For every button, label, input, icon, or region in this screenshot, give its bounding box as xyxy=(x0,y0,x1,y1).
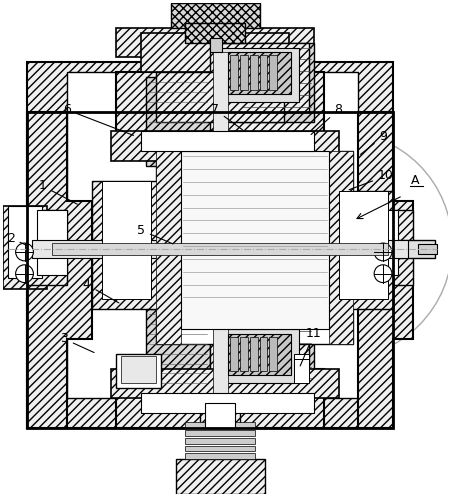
Bar xyxy=(220,329,299,383)
Text: 1: 1 xyxy=(38,179,78,204)
Circle shape xyxy=(374,243,392,261)
Bar xyxy=(28,62,393,428)
Bar xyxy=(156,151,180,344)
Polygon shape xyxy=(28,112,92,428)
Bar xyxy=(250,55,258,90)
Bar xyxy=(28,112,393,428)
Bar xyxy=(28,210,67,285)
Bar xyxy=(334,191,393,309)
Bar xyxy=(37,210,67,275)
Bar xyxy=(8,206,42,278)
Bar xyxy=(141,33,289,72)
Bar xyxy=(398,240,435,258)
Bar xyxy=(116,72,324,136)
Circle shape xyxy=(374,265,392,283)
Text: A: A xyxy=(411,174,420,187)
Bar xyxy=(32,240,408,258)
Bar xyxy=(210,324,309,393)
Text: 4: 4 xyxy=(83,278,119,303)
Bar xyxy=(146,77,210,166)
Bar xyxy=(92,181,161,309)
Bar xyxy=(228,53,291,94)
Text: 9: 9 xyxy=(360,130,387,155)
Bar xyxy=(269,337,277,371)
Bar xyxy=(260,55,267,90)
Bar xyxy=(240,55,248,90)
Bar xyxy=(141,132,314,151)
Bar xyxy=(52,243,388,255)
Bar xyxy=(220,48,299,102)
Text: 6: 6 xyxy=(63,103,133,135)
Polygon shape xyxy=(359,112,413,428)
Bar xyxy=(185,453,255,459)
Bar xyxy=(418,244,437,254)
Bar xyxy=(116,354,161,388)
Bar xyxy=(185,445,255,451)
Bar xyxy=(111,132,339,161)
Bar xyxy=(260,337,267,371)
Bar xyxy=(67,72,359,398)
Circle shape xyxy=(225,132,451,359)
Bar xyxy=(185,23,245,43)
Bar xyxy=(185,438,255,443)
Bar xyxy=(213,53,228,428)
Bar xyxy=(230,337,238,371)
Bar xyxy=(175,459,265,494)
Bar xyxy=(210,38,222,53)
Text: 2: 2 xyxy=(7,232,28,246)
Text: 3: 3 xyxy=(60,332,94,352)
Bar xyxy=(230,55,238,90)
Bar xyxy=(156,72,284,122)
Bar xyxy=(269,55,277,90)
Bar xyxy=(240,43,314,122)
Bar xyxy=(116,28,314,57)
Bar xyxy=(185,430,255,436)
Bar xyxy=(359,210,413,285)
Bar xyxy=(368,210,398,275)
Bar xyxy=(250,337,258,371)
Bar xyxy=(141,393,314,413)
Bar xyxy=(121,356,156,383)
Bar xyxy=(205,403,235,428)
Bar xyxy=(101,181,151,299)
Circle shape xyxy=(16,243,33,261)
Text: 8: 8 xyxy=(311,103,343,135)
Text: 11: 11 xyxy=(300,328,322,366)
Bar xyxy=(329,151,354,344)
Bar xyxy=(3,206,47,289)
Bar xyxy=(210,43,309,112)
Circle shape xyxy=(16,265,33,283)
Bar xyxy=(185,422,255,428)
Text: 5: 5 xyxy=(137,224,173,244)
Bar xyxy=(180,151,329,329)
Bar xyxy=(200,398,240,428)
Bar xyxy=(116,368,324,428)
Bar xyxy=(228,334,291,375)
Text: 7: 7 xyxy=(211,103,243,130)
Bar xyxy=(146,309,210,398)
Bar xyxy=(111,368,339,398)
Bar xyxy=(294,354,309,383)
Bar xyxy=(170,3,260,28)
Bar xyxy=(156,151,354,344)
Bar xyxy=(339,191,388,299)
Bar xyxy=(240,337,248,371)
Bar xyxy=(240,319,314,398)
Text: 10: 10 xyxy=(349,169,394,190)
